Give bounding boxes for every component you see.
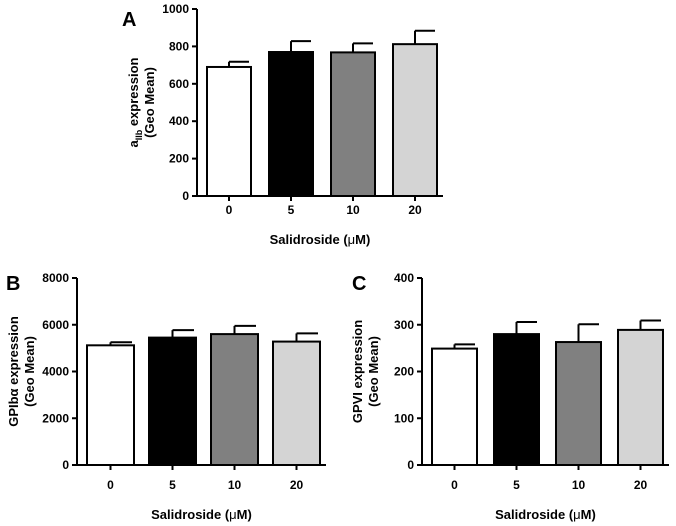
x-tick-label: 5 xyxy=(288,203,295,217)
bar xyxy=(148,336,197,467)
x-tick-label: 10 xyxy=(346,203,360,217)
y-tick-label: 0 xyxy=(182,189,189,203)
bar xyxy=(555,341,602,466)
y-axis-label: GPVI expression(Geo Mean) xyxy=(350,320,381,423)
y-tick-label: 0 xyxy=(62,458,69,472)
y-axis-label: aIIb expression(Geo Mean) xyxy=(126,57,157,147)
y-tick-label: 1000 xyxy=(162,2,189,16)
y-tick-label: 0 xyxy=(407,458,414,472)
panel-b: B 0 2000 4000 6000 8000 0 5 10 20 Salidroside (μM… xyxy=(6,271,326,522)
y-tick-label: 8000 xyxy=(42,271,69,285)
y-tick-label: 300 xyxy=(394,318,414,332)
y-tick-label: 200 xyxy=(394,365,414,379)
x-tick-label: 5 xyxy=(169,478,176,492)
x-tick-label: 10 xyxy=(228,478,242,492)
y-tick-label: 6000 xyxy=(42,318,69,332)
x-axis-label: Salidroside (μM) xyxy=(495,507,596,522)
bar xyxy=(493,333,540,466)
x-tick-label: 20 xyxy=(634,478,648,492)
panel-letter-c: C xyxy=(352,273,366,295)
bar xyxy=(268,51,314,198)
x-tick-label: 20 xyxy=(408,203,422,217)
x-axis-label: Salidroside (μM) xyxy=(270,232,371,247)
x-axis-label: Salidroside (μM) xyxy=(151,507,252,522)
y-tick-label: 200 xyxy=(169,152,189,166)
panel-a: A 0 200 400 600 800 1000 0 5 10 20 Salidroside (μM… xyxy=(122,2,443,247)
x-tick-label: 0 xyxy=(107,478,114,492)
y-tick-label: 4000 xyxy=(42,365,69,379)
y-axis-label: GPIbα expression(Geo Mean) xyxy=(6,316,37,427)
y-tick-label: 600 xyxy=(169,77,189,91)
panel-letter-a: A xyxy=(122,9,136,31)
x-tick-label: 20 xyxy=(290,478,304,492)
x-tick-label: 5 xyxy=(513,478,520,492)
bar xyxy=(206,65,252,197)
panel-letter-b: B xyxy=(6,273,20,295)
y-tick-label: 800 xyxy=(169,39,189,53)
x-tick-label: 0 xyxy=(226,203,233,217)
y-tick-label: 400 xyxy=(394,271,414,285)
bar xyxy=(617,328,664,466)
y-tick-label: 100 xyxy=(394,411,414,425)
y-tick-label: 2000 xyxy=(42,411,69,425)
bar xyxy=(272,340,321,466)
bar xyxy=(431,347,478,466)
x-tick-label: 10 xyxy=(572,478,586,492)
bar xyxy=(210,333,259,466)
x-tick-label: 0 xyxy=(451,478,458,492)
bar xyxy=(86,344,135,467)
bar xyxy=(392,43,438,197)
bar xyxy=(330,51,376,197)
y-tick-label: 400 xyxy=(169,114,189,128)
panel-c: C 0 100 200 300 400 0 5 10 20 Salidroside (μM) GPV… xyxy=(350,271,669,522)
